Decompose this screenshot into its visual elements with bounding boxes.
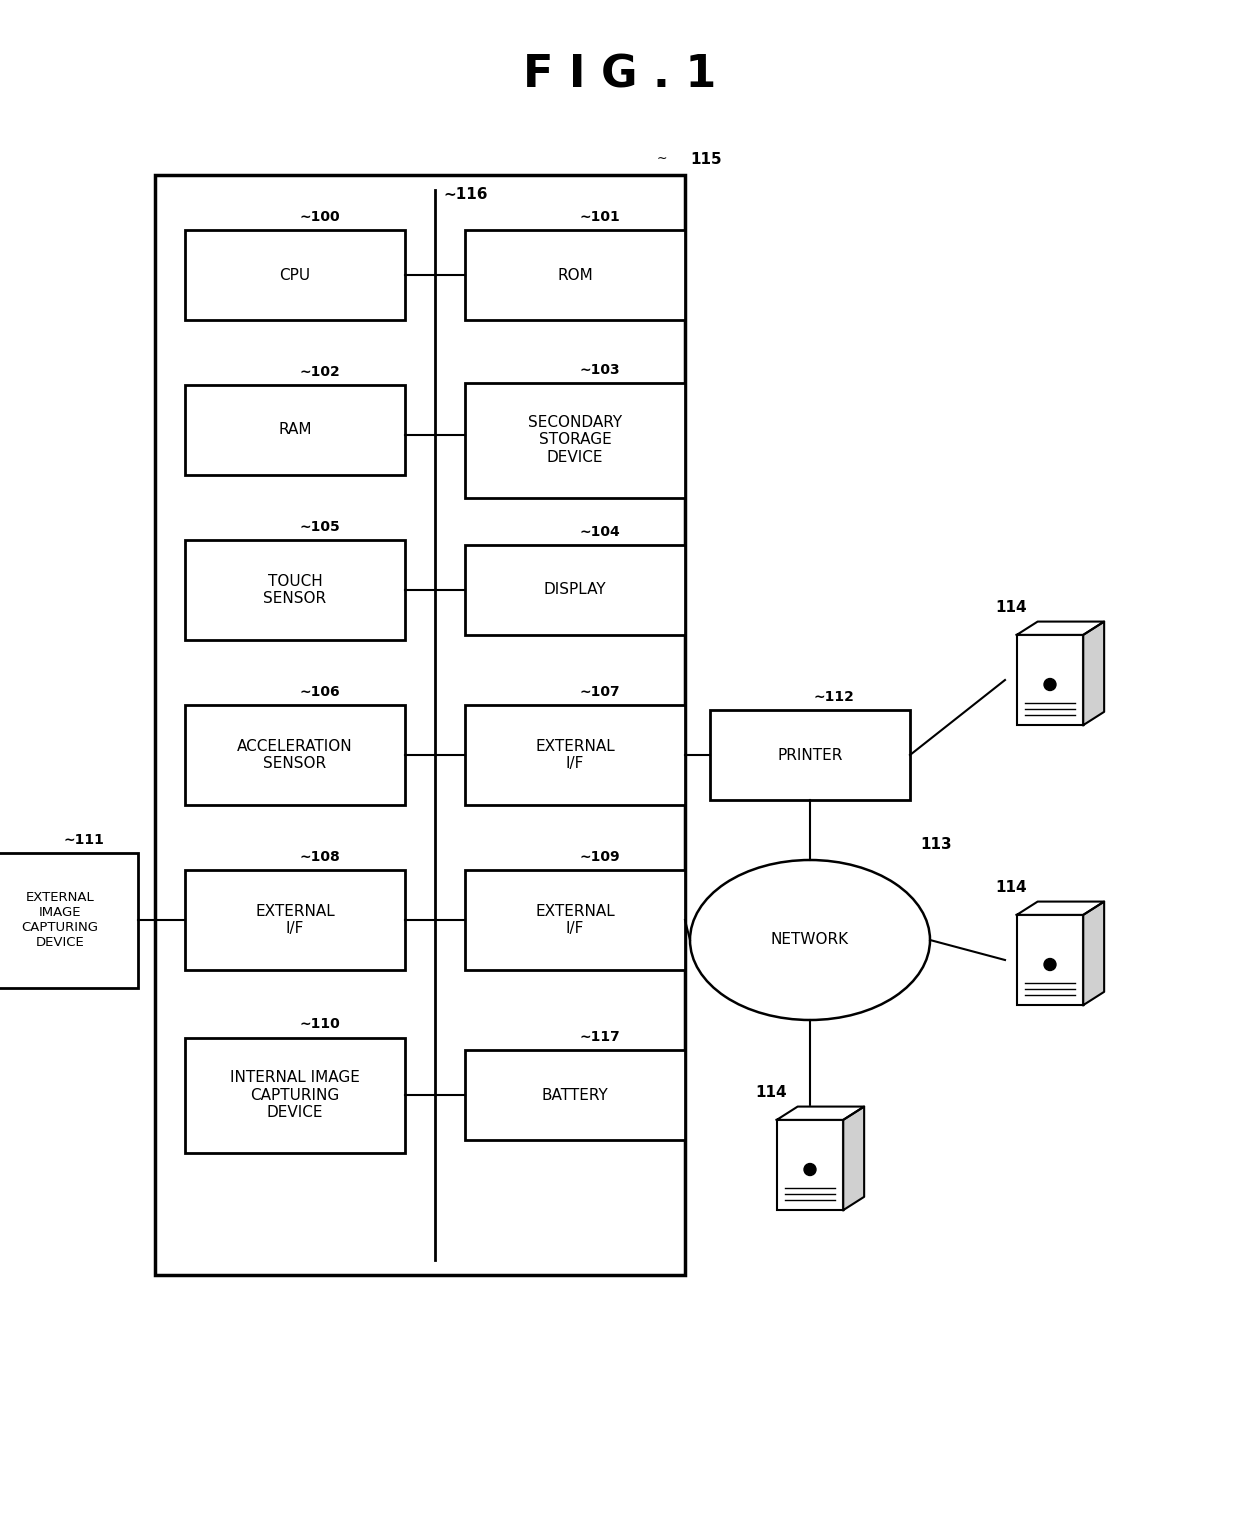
Text: ∼100: ∼100 [299,210,340,224]
Bar [185,539,405,640]
Text: CPU: CPU [279,268,310,282]
Bar [711,709,910,800]
Text: ∼108: ∼108 [299,850,340,864]
Text: DISPLAY: DISPLAY [543,582,606,597]
Text: ∼101: ∼101 [579,210,620,224]
Text: 113: 113 [920,836,951,852]
Text: INTERNAL IMAGE
CAPTURING
DEVICE: INTERNAL IMAGE CAPTURING DEVICE [231,1069,360,1120]
Text: ∼103: ∼103 [579,363,620,377]
Ellipse shape [689,859,930,1020]
Bar [465,230,684,320]
Bar [185,1037,405,1152]
Polygon shape [1017,901,1104,915]
Bar [465,870,684,970]
Text: 115: 115 [689,152,722,167]
Text: ∼: ∼ [657,152,667,165]
Text: ACCELERATION
SENSOR: ACCELERATION SENSOR [237,738,353,771]
Bar [0,852,138,988]
Bar [465,705,684,804]
Text: ROM: ROM [557,268,593,282]
Text: ∼110: ∼110 [299,1017,340,1031]
Bar [185,385,405,475]
Bar [185,705,405,804]
Text: ∼102: ∼102 [299,365,340,378]
Text: RAM: RAM [278,423,311,438]
Text: 114: 114 [755,1085,786,1100]
Text: ∼107: ∼107 [579,685,620,699]
Text: EXTERNAL
I/F: EXTERNAL I/F [255,904,335,936]
Text: ∼116: ∼116 [443,187,487,202]
Bar [776,1120,843,1210]
Bar [465,383,684,498]
Text: EXTERNAL
I/F: EXTERNAL I/F [536,738,615,771]
Text: BATTERY: BATTERY [542,1088,609,1103]
Polygon shape [1084,901,1104,1005]
Text: ∼112: ∼112 [813,689,854,705]
Bar [465,1049,684,1140]
Bar [185,870,405,970]
Text: SECONDARY
STORAGE
DEVICE: SECONDARY STORAGE DEVICE [528,415,622,464]
Polygon shape [776,1106,864,1120]
Text: TOUCH
SENSOR: TOUCH SENSOR [263,574,326,607]
Text: NETWORK: NETWORK [771,933,849,947]
Text: ∼106: ∼106 [299,685,340,699]
Polygon shape [1084,622,1104,725]
Circle shape [1044,959,1056,970]
Text: EXTERNAL
IMAGE
CAPTURING
DEVICE: EXTERNAL IMAGE CAPTURING DEVICE [21,892,98,948]
Text: ∼117: ∼117 [579,1030,620,1043]
Text: 114: 114 [994,879,1027,895]
Text: ∼105: ∼105 [299,519,340,535]
Circle shape [1044,679,1056,691]
Text: ∼104: ∼104 [579,525,620,539]
Text: 114: 114 [994,601,1027,614]
Bar [185,230,405,320]
Polygon shape [843,1106,864,1210]
Bar [1017,915,1084,1005]
Text: ∼111: ∼111 [63,832,104,847]
Bar [155,175,684,1275]
Bar [465,545,684,634]
Text: F I G . 1: F I G . 1 [523,54,717,97]
Text: PRINTER: PRINTER [777,748,843,763]
Polygon shape [1017,622,1104,634]
Text: ∼109: ∼109 [579,850,620,864]
Text: EXTERNAL
I/F: EXTERNAL I/F [536,904,615,936]
Bar [1017,634,1084,725]
Circle shape [804,1163,816,1175]
